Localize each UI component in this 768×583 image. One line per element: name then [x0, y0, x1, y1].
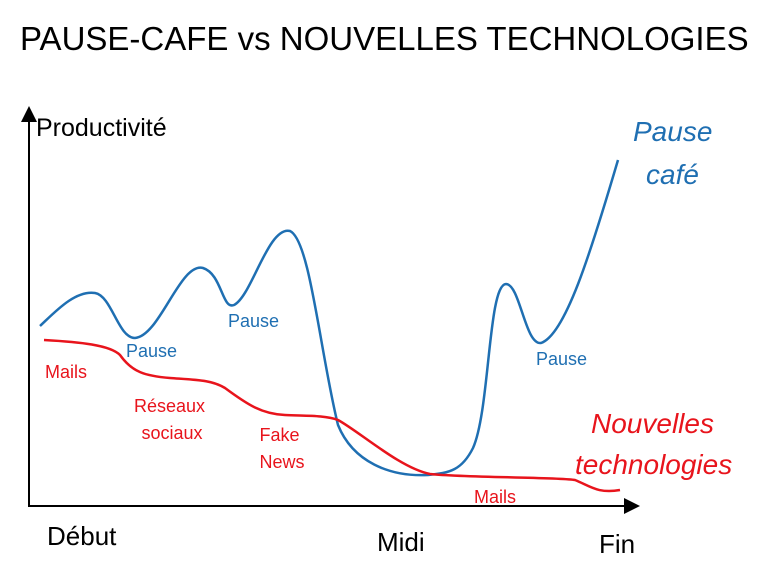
series-name-label: Nouvelles — [591, 408, 714, 439]
annotation-pause: Pause — [126, 341, 177, 361]
annotation-mails: Mails — [45, 362, 87, 382]
series-name-label: café — [646, 159, 699, 190]
series-line-pause-cafe — [39, 159, 620, 477]
y-axis-label: Productivité — [36, 114, 167, 142]
chart-title: PAUSE-CAFE vs NOUVELLES TECHNOLOGIES — [20, 20, 749, 57]
series-name-label: Pause — [633, 116, 712, 147]
series-line-nouvelles-technologies — [43, 338, 621, 493]
x-tick-label: Début — [47, 521, 117, 551]
x-tick-label: Fin — [599, 529, 635, 559]
x-tick-label: Midi — [377, 527, 425, 557]
series-name-label: technologies — [575, 449, 732, 480]
annotation-fake-news: Fake News — [259, 425, 304, 472]
annotation-mails: Mails — [474, 487, 516, 507]
annotation-pause: Pause — [228, 311, 279, 331]
annotation-pause: Pause — [536, 349, 587, 369]
annotation-reseaux-sociaux: Réseaux sociaux — [134, 396, 210, 443]
